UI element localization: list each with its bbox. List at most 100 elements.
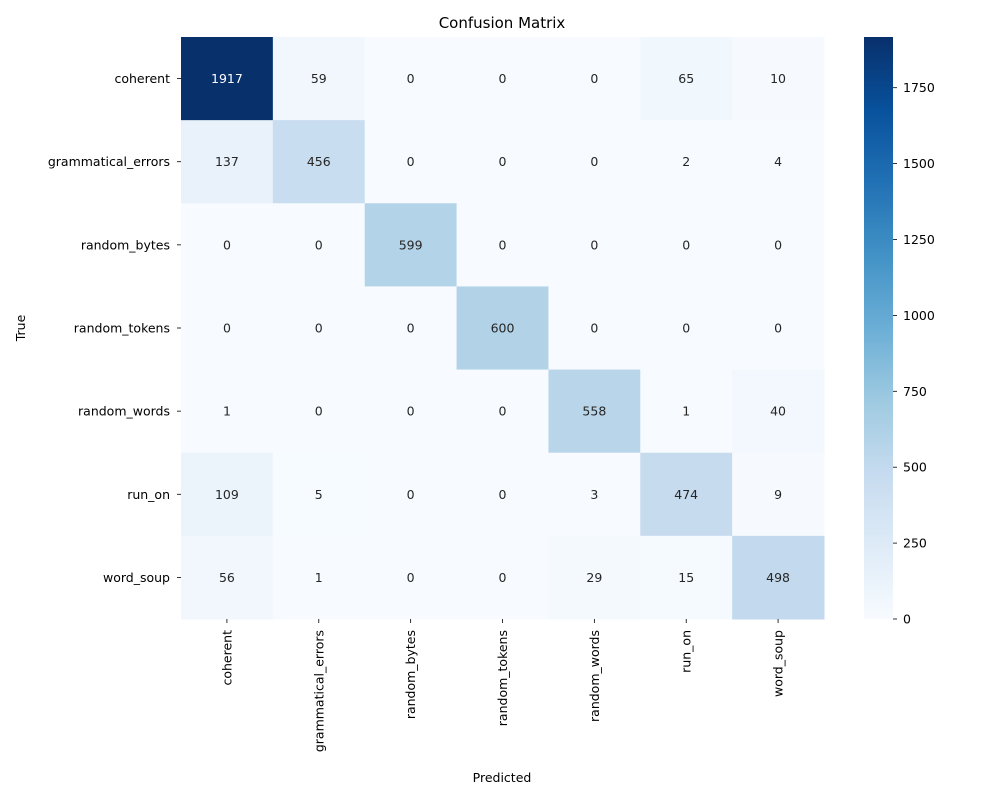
cell-value-label: 0 xyxy=(682,321,690,336)
y-tick-label: word_soup xyxy=(103,570,170,585)
colorbar-tick-label: 500 xyxy=(903,460,927,475)
heatmap-cell xyxy=(181,120,274,204)
heatmap-cell xyxy=(732,120,825,204)
heatmap-cell xyxy=(640,120,733,204)
cell-value-label: 0 xyxy=(590,71,598,86)
heatmap-cell xyxy=(272,120,366,204)
colorbar-tick-label: 1000 xyxy=(903,308,935,323)
y-axis-label: True xyxy=(13,314,28,342)
colorbar-tick-label: 1250 xyxy=(903,232,935,247)
cell-value-label: 558 xyxy=(582,404,606,419)
cell-value-label: 15 xyxy=(678,570,694,585)
cell-value-label: 474 xyxy=(674,487,698,502)
heatmap-cell xyxy=(364,120,458,204)
cell-value-label: 498 xyxy=(766,570,790,585)
heatmap-cell xyxy=(732,286,825,371)
heatmap-cell xyxy=(181,203,274,287)
heatmap-cell xyxy=(640,203,733,287)
cell-value-label: 0 xyxy=(407,404,415,419)
colorbar-ticks: 0 250 500 750 1000 1250 1500 1750 xyxy=(893,80,935,627)
cell-value-label: 0 xyxy=(499,71,507,86)
cell-value-label: 0 xyxy=(499,154,507,169)
cell-value-label: 0 xyxy=(499,404,507,419)
cell-value-label: 56 xyxy=(219,570,235,585)
x-tick-label: coherent xyxy=(219,630,234,686)
cell-value-label: 456 xyxy=(307,154,331,169)
heatmap-cell xyxy=(732,452,825,537)
heatmap-cell xyxy=(272,37,366,121)
heatmap-cell xyxy=(456,203,549,287)
heatmap-cell xyxy=(456,369,549,454)
x-tick-labels: coherent grammatical_errors random_bytes ra… xyxy=(219,619,786,752)
heatmap-cell xyxy=(272,452,366,537)
heatmap-cell xyxy=(548,120,641,204)
x-axis-label: Predicted xyxy=(473,770,532,785)
cell-value-label: 0 xyxy=(315,321,323,336)
x-tick-label: random_tokens xyxy=(495,630,510,726)
heatmap-cell xyxy=(181,37,274,121)
cell-value-label: 1 xyxy=(223,404,231,419)
cell-value-label: 1 xyxy=(315,570,323,585)
x-tick-label: random_words xyxy=(587,630,602,722)
cell-value-label: 0 xyxy=(590,237,598,252)
heatmap-cell xyxy=(456,37,549,121)
y-tick-label: random_bytes xyxy=(81,237,170,252)
colorbar-tick-label: 1750 xyxy=(903,80,935,95)
heatmap-cell xyxy=(181,286,274,371)
cell-value-label: 0 xyxy=(315,404,323,419)
heatmap-cell xyxy=(364,369,458,454)
cell-value-label: 137 xyxy=(215,154,239,169)
cell-value-label: 0 xyxy=(315,237,323,252)
cell-value-label: 0 xyxy=(499,487,507,502)
cell-value-label: 0 xyxy=(774,237,782,252)
heatmap-cell xyxy=(732,369,825,454)
cell-value-label: 0 xyxy=(590,154,598,169)
cell-value-label: 65 xyxy=(678,71,694,86)
cell-value-label: 0 xyxy=(223,321,231,336)
colorbar-tick-label: 250 xyxy=(903,536,927,551)
cell-value-label: 0 xyxy=(407,321,415,336)
cell-value-label: 600 xyxy=(491,321,515,336)
cell-value-label: 0 xyxy=(223,237,231,252)
colorbar-tick-label: 1500 xyxy=(903,156,935,171)
heatmap-cell xyxy=(456,535,549,620)
heatmap-cell xyxy=(272,369,366,454)
cell-value-label: 4 xyxy=(774,154,782,169)
heatmap-cell xyxy=(364,286,458,371)
heatmap-cell xyxy=(548,535,641,620)
cell-value-label: 109 xyxy=(215,487,239,502)
cell-value-label: 9 xyxy=(774,487,782,502)
cell-value-label: 5 xyxy=(315,487,323,502)
chart-title: Confusion Matrix xyxy=(439,14,566,32)
heatmap-cell xyxy=(272,286,366,371)
y-tick-label: random_words xyxy=(78,404,170,419)
heatmap-cell xyxy=(181,535,274,620)
y-tick-label: coherent xyxy=(114,71,170,86)
heatmap-cell xyxy=(732,203,825,287)
heatmap-cell xyxy=(272,535,366,620)
heatmap-cell xyxy=(640,452,733,537)
heatmap-cell xyxy=(272,203,366,287)
cell-value-label: 29 xyxy=(586,570,602,585)
y-tick-label: run_on xyxy=(127,487,170,502)
heatmap-cell xyxy=(364,452,458,537)
heatmap-cell xyxy=(181,369,274,454)
cell-value-label: 0 xyxy=(499,237,507,252)
colorbar-tick-label: 750 xyxy=(903,384,927,399)
cell-value-label: 0 xyxy=(407,71,415,86)
x-tick-label: grammatical_errors xyxy=(311,630,326,752)
cell-value-label: 0 xyxy=(682,237,690,252)
heatmap-cell xyxy=(548,452,641,537)
cell-value-label: 1 xyxy=(682,404,690,419)
heatmap-cell xyxy=(456,452,549,537)
cell-value-label: 0 xyxy=(407,487,415,502)
cell-value-label: 0 xyxy=(590,321,598,336)
x-tick-label: run_on xyxy=(679,630,694,673)
heatmap-cell xyxy=(640,369,733,454)
heatmap-cell xyxy=(456,120,549,204)
x-tick-label: random_bytes xyxy=(403,630,418,719)
cell-value-label: 40 xyxy=(770,404,786,419)
heatmap-cell xyxy=(640,535,733,620)
y-tick-labels: coherent grammatical_errors random_bytesra… xyxy=(48,71,181,585)
heatmap-cell xyxy=(732,535,825,620)
